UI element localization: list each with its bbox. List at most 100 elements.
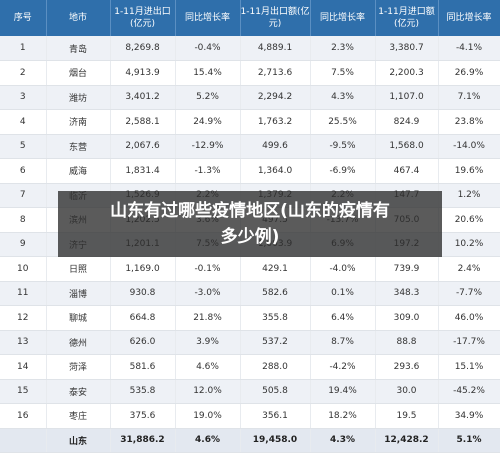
table-cell: 19.5 <box>375 403 439 429</box>
table-cell: -4.0% <box>310 256 376 282</box>
table-cell: 8,269.8 <box>110 36 176 61</box>
table-cell: 25.5% <box>310 109 376 135</box>
table-cell: 88.8 <box>375 330 439 355</box>
column-header: 1-11月进出口(亿元) <box>110 0 176 36</box>
table-cell: 2,294.2 <box>240 85 311 110</box>
column-header: 1-11月进口额(亿元) <box>375 0 439 36</box>
table-row: 15 泰安 535.8 12.0% 505.8 19.4% 30.0 -45.2% <box>0 379 500 404</box>
total-cell: 山东 <box>46 428 111 453</box>
table-cell: 505.8 <box>240 379 311 404</box>
table-cell: 泰安 <box>46 379 111 404</box>
table-cell: 枣庄 <box>46 403 111 429</box>
table-row: 10 日照 1,169.0 -0.1% 429.1 -4.0% 739.9 2.4% <box>0 256 500 282</box>
table-cell: 309.0 <box>375 305 439 331</box>
table-cell: -0.1% <box>175 256 241 282</box>
table-cell: 1.2% <box>438 183 500 208</box>
table-cell: 3.9% <box>175 330 241 355</box>
table-row: 6 威海 1,831.4 -1.3% 1,364.0 -6.9% 467.4 19.6% <box>0 158 500 184</box>
table-cell: -4.2% <box>310 354 376 380</box>
table-cell: 烟台 <box>46 60 111 86</box>
table-row: 5 东营 2,067.6 -12.9% 499.6 -9.5% 1,568.0 -14.0% <box>0 134 500 159</box>
table-cell: 21.8% <box>175 305 241 331</box>
table-cell: 8.7% <box>310 330 376 355</box>
table-row: 1 青岛 8,269.8 -0.4% 4,889.1 2.3% 3,380.7 -4.1% <box>0 36 500 61</box>
table-cell: 8 <box>0 207 47 233</box>
table-cell: 537.2 <box>240 330 311 355</box>
table-cell: 1,831.4 <box>110 158 176 184</box>
table-cell: -14.0% <box>438 134 500 159</box>
table-cell: 3 <box>0 85 47 110</box>
table-cell: 4,913.9 <box>110 60 176 86</box>
title-banner: 山东有过哪些疫情地区(山东的疫情有 多少例) <box>58 191 442 257</box>
table-cell: 14 <box>0 354 47 380</box>
table-row: 13 德州 626.0 3.9% 537.2 8.7% 88.8 -17.7% <box>0 330 500 355</box>
table-cell: -12.9% <box>175 134 241 159</box>
table-header-row: 序号 地市 1-11月进出口(亿元) 同比增长率 1-11月出口额(亿元) 同比增长率 1-… <box>0 0 500 36</box>
table-cell: 930.8 <box>110 281 176 306</box>
table-cell: 626.0 <box>110 330 176 355</box>
table-cell: -9.5% <box>310 134 376 159</box>
table-cell: 5 <box>0 134 47 159</box>
table-cell: 429.1 <box>240 256 311 282</box>
total-cell: 31,886.2 <box>110 428 176 453</box>
column-header: 1-11月出口额(亿元) <box>240 0 311 36</box>
column-header: 地市 <box>46 0 111 36</box>
table-row: 4 济南 2,588.1 24.9% 1,763.2 25.5% 824.9 23.8% <box>0 109 500 135</box>
column-header: 同比增长率 <box>310 0 376 36</box>
column-header: 序号 <box>0 0 47 36</box>
table-cell: 1,364.0 <box>240 158 311 184</box>
table-cell: 4,889.1 <box>240 36 311 61</box>
table-cell: 淄博 <box>46 281 111 306</box>
table-cell: -45.2% <box>438 379 500 404</box>
column-header: 同比增长率 <box>175 0 241 36</box>
table-cell: 16 <box>0 403 47 429</box>
table-cell: 19.0% <box>175 403 241 429</box>
table-cell: 13 <box>0 330 47 355</box>
column-header: 同比增长率 <box>438 0 500 36</box>
table-cell: 菏泽 <box>46 354 111 380</box>
table-row: 2 烟台 4,913.9 15.4% 2,713.6 7.5% 2,200.3 26.9% <box>0 60 500 86</box>
table-row: 3 潍坊 3,401.2 5.2% 2,294.2 4.3% 1,107.0 7.1% <box>0 85 500 110</box>
table-cell: 4.6% <box>175 354 241 380</box>
table-cell: 20.6% <box>438 207 500 233</box>
table-cell: 聊城 <box>46 305 111 331</box>
table-cell: 23.8% <box>438 109 500 135</box>
table-cell: 6 <box>0 158 47 184</box>
banner-line-1: 山东有过哪些疫情地区(山东的疫情有 <box>110 201 390 221</box>
table-cell: 3,401.2 <box>110 85 176 110</box>
table-row: 12 聊城 664.8 21.8% 355.8 6.4% 309.0 46.0% <box>0 305 500 331</box>
table-cell: 581.6 <box>110 354 176 380</box>
table-cell: 1,107.0 <box>375 85 439 110</box>
table-cell: 日照 <box>46 256 111 282</box>
table-cell: 288.0 <box>240 354 311 380</box>
table-cell: 15.4% <box>175 60 241 86</box>
total-cell <box>0 428 47 453</box>
total-cell: 5.1% <box>438 428 500 453</box>
total-row: 山东 31,886.2 4.6% 19,458.0 4.3% 12,428.2 5.1% <box>0 428 500 453</box>
table-cell: 375.6 <box>110 403 176 429</box>
table-cell: 10 <box>0 256 47 282</box>
table-cell: 4 <box>0 109 47 135</box>
table-cell: 24.9% <box>175 109 241 135</box>
table-cell: 582.6 <box>240 281 311 306</box>
table-cell: 10.2% <box>438 232 500 257</box>
table-cell: 664.8 <box>110 305 176 331</box>
table-cell: 12 <box>0 305 47 331</box>
table-cell: 3,380.7 <box>375 36 439 61</box>
table-cell: 293.6 <box>375 354 439 380</box>
table-cell: 2,588.1 <box>110 109 176 135</box>
table-cell: 4.3% <box>310 85 376 110</box>
table-cell: 15.1% <box>438 354 500 380</box>
table-cell: 5.2% <box>175 85 241 110</box>
table-cell: -4.1% <box>438 36 500 61</box>
table-cell: 2,713.6 <box>240 60 311 86</box>
table-cell: 355.8 <box>240 305 311 331</box>
table-cell: 356.1 <box>240 403 311 429</box>
table-cell: 2.4% <box>438 256 500 282</box>
table-cell: 1,568.0 <box>375 134 439 159</box>
table-cell: 15 <box>0 379 47 404</box>
table-cell: 0.1% <box>310 281 376 306</box>
table-cell: 348.3 <box>375 281 439 306</box>
table-cell: -0.4% <box>175 36 241 61</box>
